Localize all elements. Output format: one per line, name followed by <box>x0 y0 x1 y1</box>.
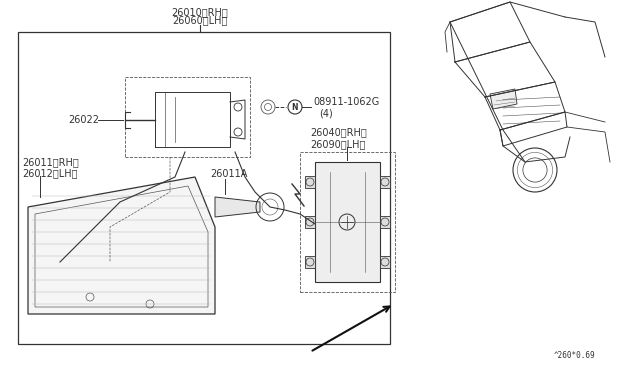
Bar <box>380 256 390 268</box>
Text: 26011〈RH〉: 26011〈RH〉 <box>22 157 79 167</box>
Bar <box>300 152 395 292</box>
Bar <box>305 256 315 268</box>
Bar <box>125 77 250 157</box>
Text: 08911-1062G: 08911-1062G <box>313 97 380 107</box>
Bar <box>305 216 315 228</box>
Bar <box>305 176 315 188</box>
Text: 26012〈LH〉: 26012〈LH〉 <box>22 168 77 178</box>
Text: 26090〈LH〉: 26090〈LH〉 <box>310 139 365 149</box>
Bar <box>315 162 380 282</box>
Text: (4): (4) <box>319 109 333 119</box>
Polygon shape <box>215 197 260 217</box>
Text: 26010〈RH〉: 26010〈RH〉 <box>172 7 228 17</box>
Polygon shape <box>490 89 517 109</box>
Polygon shape <box>28 177 215 314</box>
Bar <box>380 176 390 188</box>
Bar <box>380 216 390 228</box>
Text: 26040〈RH〉: 26040〈RH〉 <box>310 127 367 137</box>
Bar <box>18 32 390 344</box>
Text: ^260*0.69: ^260*0.69 <box>554 351 595 360</box>
Text: 26011A: 26011A <box>210 169 248 179</box>
Text: N: N <box>292 103 298 112</box>
Text: 26022: 26022 <box>68 115 99 125</box>
Text: 26060〈LH〉: 26060〈LH〉 <box>172 15 228 25</box>
